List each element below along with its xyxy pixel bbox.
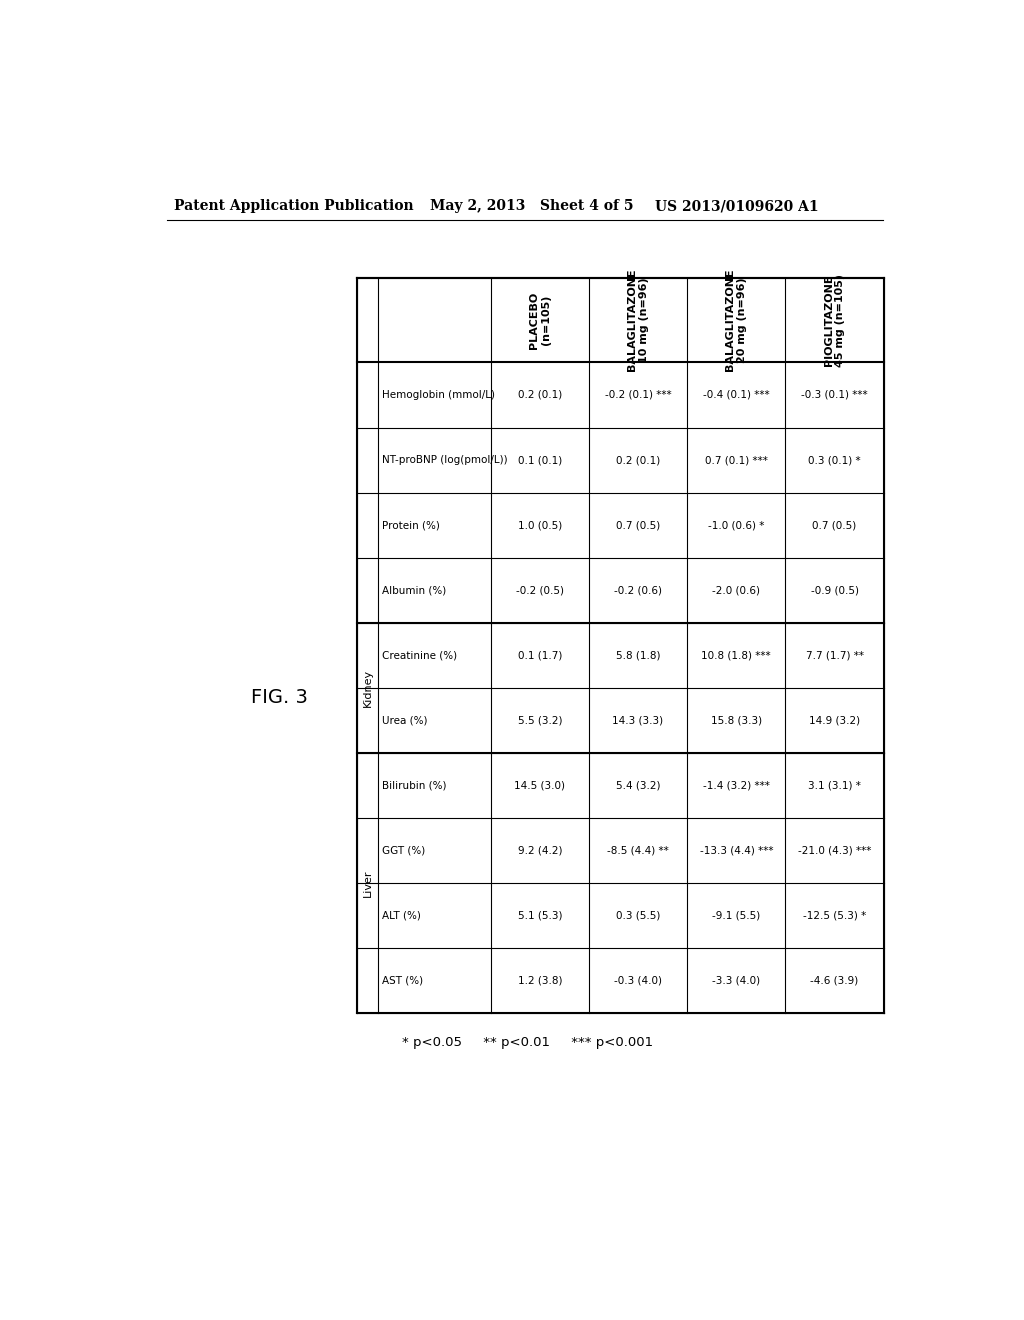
Text: -9.1 (5.5): -9.1 (5.5)	[712, 911, 761, 920]
Text: 1.0 (0.5): 1.0 (0.5)	[518, 520, 562, 531]
Text: BALAGLITAZONE
20 mg (n=96): BALAGLITAZONE 20 mg (n=96)	[725, 269, 748, 371]
Text: -0.9 (0.5): -0.9 (0.5)	[811, 585, 858, 595]
Text: 1.2 (3.8): 1.2 (3.8)	[517, 975, 562, 986]
Text: 5.1 (5.3): 5.1 (5.3)	[517, 911, 562, 920]
Text: -0.3 (0.1) ***: -0.3 (0.1) ***	[801, 389, 867, 400]
Text: Albumin (%): Albumin (%)	[382, 585, 446, 595]
Text: -0.2 (0.6): -0.2 (0.6)	[614, 585, 663, 595]
Text: -8.5 (4.4) **: -8.5 (4.4) **	[607, 845, 669, 855]
Text: Bilirubin (%): Bilirubin (%)	[382, 780, 446, 791]
Text: 14.3 (3.3): 14.3 (3.3)	[612, 715, 664, 725]
Text: 5.5 (3.2): 5.5 (3.2)	[517, 715, 562, 725]
Text: 0.2 (0.1): 0.2 (0.1)	[518, 389, 562, 400]
Text: Protein (%): Protein (%)	[382, 520, 440, 531]
Text: PIOGLITAZONE
45 mg (n=105): PIOGLITAZONE 45 mg (n=105)	[823, 273, 845, 367]
Text: Patent Application Publication: Patent Application Publication	[174, 199, 414, 213]
Text: -1.4 (3.2) ***: -1.4 (3.2) ***	[702, 780, 770, 791]
Text: -3.3 (4.0): -3.3 (4.0)	[713, 975, 761, 986]
Text: -1.0 (0.6) *: -1.0 (0.6) *	[708, 520, 765, 531]
Text: 3.1 (3.1) *: 3.1 (3.1) *	[808, 780, 861, 791]
Text: GGT (%): GGT (%)	[382, 845, 425, 855]
Text: -4.6 (3.9): -4.6 (3.9)	[810, 975, 859, 986]
Text: Hemoglobin (mmol/L): Hemoglobin (mmol/L)	[382, 389, 496, 400]
Text: -0.2 (0.5): -0.2 (0.5)	[516, 585, 564, 595]
Text: 0.7 (0.5): 0.7 (0.5)	[812, 520, 857, 531]
Text: 0.1 (1.7): 0.1 (1.7)	[517, 651, 562, 660]
Text: May 2, 2013   Sheet 4 of 5: May 2, 2013 Sheet 4 of 5	[430, 199, 634, 213]
Text: 0.7 (0.5): 0.7 (0.5)	[615, 520, 660, 531]
Text: -13.3 (4.4) ***: -13.3 (4.4) ***	[699, 845, 773, 855]
Text: -12.5 (5.3) *: -12.5 (5.3) *	[803, 911, 866, 920]
Text: AST (%): AST (%)	[382, 975, 423, 986]
Text: US 2013/0109620 A1: US 2013/0109620 A1	[655, 199, 818, 213]
Text: Liver: Liver	[362, 870, 373, 896]
Text: Urea (%): Urea (%)	[382, 715, 428, 725]
Text: -2.0 (0.6): -2.0 (0.6)	[713, 585, 760, 595]
Text: * p<0.05     ** p<0.01     *** p<0.001: * p<0.05 ** p<0.01 *** p<0.001	[401, 1036, 652, 1049]
Text: NT-proBNP (log(pmol/L)): NT-proBNP (log(pmol/L))	[382, 455, 508, 465]
Text: 9.2 (4.2): 9.2 (4.2)	[517, 845, 562, 855]
Text: 0.7 (0.1) ***: 0.7 (0.1) ***	[705, 455, 768, 465]
Text: 14.5 (3.0): 14.5 (3.0)	[514, 780, 565, 791]
Text: 5.4 (3.2): 5.4 (3.2)	[615, 780, 660, 791]
Text: BALAGLITAZONE
10 mg (n=96): BALAGLITAZONE 10 mg (n=96)	[628, 269, 649, 371]
Text: 0.1 (0.1): 0.1 (0.1)	[518, 455, 562, 465]
Text: 10.8 (1.8) ***: 10.8 (1.8) ***	[701, 651, 771, 660]
Text: -0.2 (0.1) ***: -0.2 (0.1) ***	[605, 389, 672, 400]
Text: 0.2 (0.1): 0.2 (0.1)	[615, 455, 660, 465]
Text: -21.0 (4.3) ***: -21.0 (4.3) ***	[798, 845, 871, 855]
Text: 15.8 (3.3): 15.8 (3.3)	[711, 715, 762, 725]
Text: 0.3 (0.1) *: 0.3 (0.1) *	[808, 455, 861, 465]
Text: 14.9 (3.2): 14.9 (3.2)	[809, 715, 860, 725]
Text: 0.3 (5.5): 0.3 (5.5)	[615, 911, 660, 920]
Text: Kidney: Kidney	[362, 669, 373, 706]
Text: 7.7 (1.7) **: 7.7 (1.7) **	[806, 651, 863, 660]
Text: Creatinine (%): Creatinine (%)	[382, 651, 458, 660]
Text: -0.4 (0.1) ***: -0.4 (0.1) ***	[702, 389, 770, 400]
Text: FIG. 3: FIG. 3	[251, 688, 307, 708]
Text: PLACEBO
(n=105): PLACEBO (n=105)	[529, 292, 551, 348]
Text: ALT (%): ALT (%)	[382, 911, 421, 920]
Text: -0.3 (4.0): -0.3 (4.0)	[614, 975, 663, 986]
Text: 5.8 (1.8): 5.8 (1.8)	[615, 651, 660, 660]
